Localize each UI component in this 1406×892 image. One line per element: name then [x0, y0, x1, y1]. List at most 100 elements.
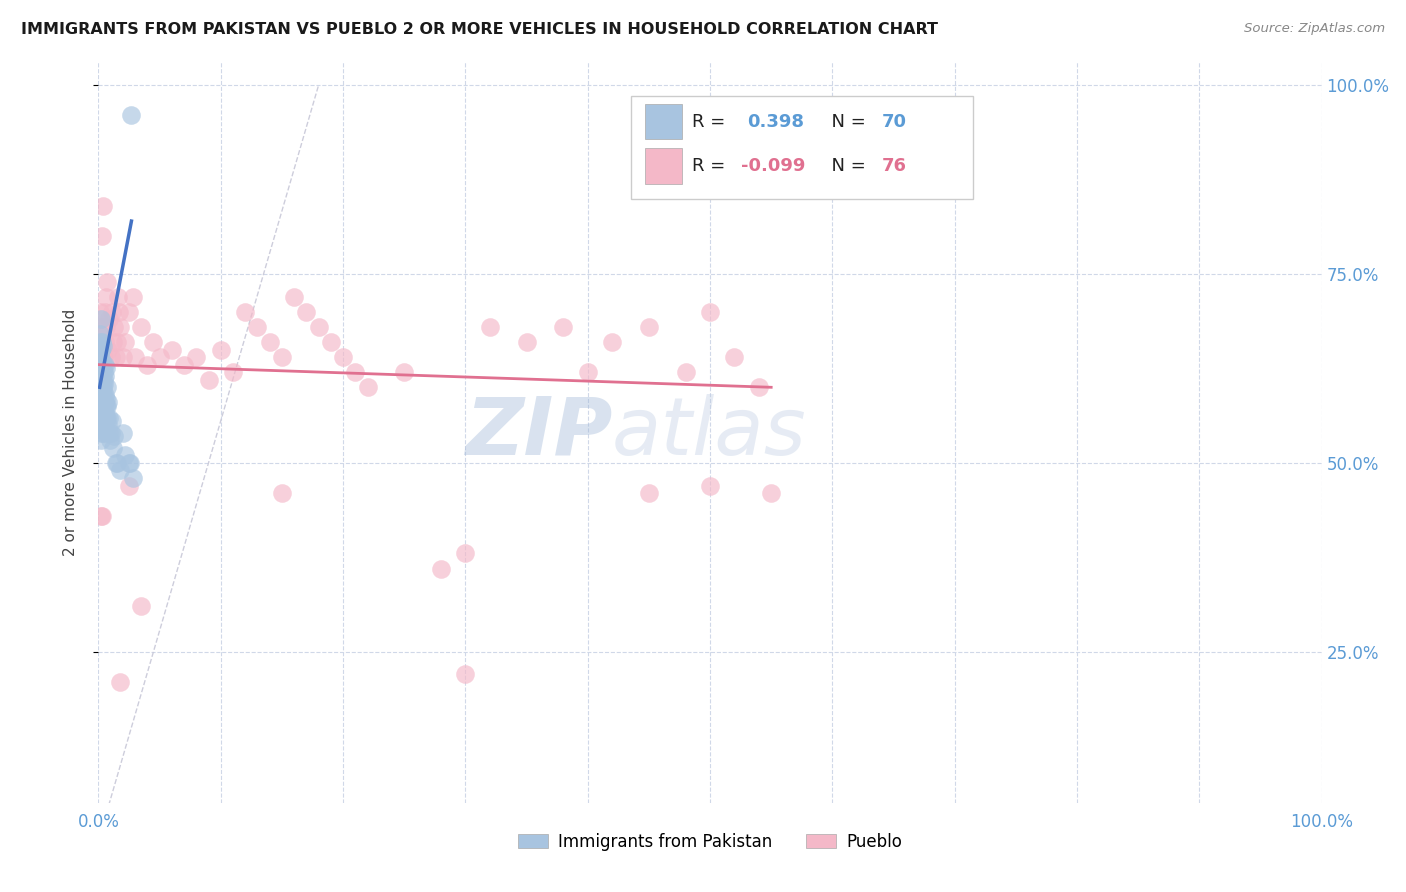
Point: [90, 380, 112, 394]
Point: [222, 365, 245, 379]
Point: [454, 667, 477, 681]
Point: [114, 448, 136, 462]
Point: [94, 334, 117, 349]
Point: [209, 343, 232, 357]
Text: atlas: atlas: [612, 393, 807, 472]
Point: [118, 456, 141, 470]
Text: ZIP: ZIP: [465, 393, 612, 472]
Point: [576, 365, 599, 379]
Point: [90, 343, 112, 357]
Point: [90, 334, 112, 349]
Point: [103, 319, 125, 334]
Point: [197, 373, 219, 387]
Point: [89, 418, 111, 433]
Point: [283, 290, 305, 304]
Point: [90, 312, 112, 326]
Point: [100, 350, 122, 364]
Text: 0.398: 0.398: [747, 112, 804, 130]
Point: [89, 304, 111, 318]
Point: [93, 373, 115, 387]
Text: 70: 70: [882, 112, 907, 130]
Point: [111, 350, 134, 364]
Point: [90, 410, 112, 425]
Point: [91, 199, 114, 213]
Point: [118, 304, 141, 318]
Text: -0.099: -0.099: [741, 157, 806, 175]
Point: [259, 334, 281, 349]
Point: [96, 275, 118, 289]
Point: [90, 373, 112, 387]
Point: [142, 334, 165, 349]
Point: [94, 410, 117, 425]
Point: [89, 395, 111, 409]
Point: [675, 365, 697, 379]
Text: 76: 76: [882, 157, 907, 175]
Point: [90, 358, 112, 372]
Point: [90, 508, 112, 523]
Point: [332, 350, 354, 364]
Point: [93, 395, 115, 409]
Point: [430, 561, 453, 575]
Point: [637, 319, 661, 334]
Point: [93, 365, 115, 379]
Point: [124, 350, 146, 364]
Point: [90, 433, 112, 447]
Point: [121, 290, 143, 304]
Point: [89, 327, 111, 342]
Point: [91, 361, 114, 376]
Point: [94, 407, 117, 421]
Point: [553, 319, 575, 334]
Point: [89, 334, 111, 349]
Point: [105, 456, 128, 470]
Point: [91, 399, 114, 413]
Point: [91, 508, 114, 523]
Point: [93, 304, 115, 318]
Point: [97, 410, 120, 425]
Point: [101, 414, 124, 428]
Point: [515, 334, 537, 349]
Point: [98, 433, 121, 447]
Text: R =: R =: [692, 157, 731, 175]
Point: [270, 350, 294, 364]
Point: [699, 304, 721, 318]
Point: [308, 319, 330, 334]
Point: [600, 334, 623, 349]
Text: IMMIGRANTS FROM PAKISTAN VS PUEBLO 2 OR MORE VEHICLES IN HOUSEHOLD CORRELATION C: IMMIGRANTS FROM PAKISTAN VS PUEBLO 2 OR …: [21, 22, 938, 37]
Point: [108, 304, 131, 318]
Point: [120, 108, 142, 122]
Point: [98, 312, 121, 326]
Point: [90, 343, 112, 357]
Point: [110, 674, 132, 689]
Point: [637, 486, 661, 500]
Point: [96, 399, 118, 413]
Point: [104, 350, 127, 364]
Point: [136, 358, 159, 372]
Point: [186, 350, 208, 364]
Point: [94, 392, 117, 406]
Point: [319, 334, 342, 349]
Point: [91, 339, 114, 353]
Text: Source: ZipAtlas.com: Source: ZipAtlas.com: [1244, 22, 1385, 36]
Point: [110, 463, 132, 477]
Point: [91, 229, 114, 244]
Point: [91, 425, 114, 440]
Point: [91, 410, 114, 425]
Point: [94, 388, 117, 402]
Legend: Immigrants from Pakistan, Pueblo: Immigrants from Pakistan, Pueblo: [512, 826, 908, 857]
Point: [454, 547, 477, 561]
Point: [90, 422, 112, 436]
Point: [96, 319, 118, 334]
Point: [98, 425, 121, 440]
Point: [96, 410, 118, 425]
Point: [96, 425, 118, 440]
Y-axis label: 2 or more Vehicles in Household: 2 or more Vehicles in Household: [63, 309, 77, 557]
Point: [89, 365, 111, 379]
Text: N =: N =: [820, 157, 872, 175]
Point: [270, 486, 294, 500]
Point: [100, 425, 122, 440]
Point: [90, 365, 112, 379]
FancyBboxPatch shape: [645, 103, 682, 139]
FancyBboxPatch shape: [630, 95, 973, 200]
Point: [723, 350, 745, 364]
Point: [89, 319, 111, 334]
